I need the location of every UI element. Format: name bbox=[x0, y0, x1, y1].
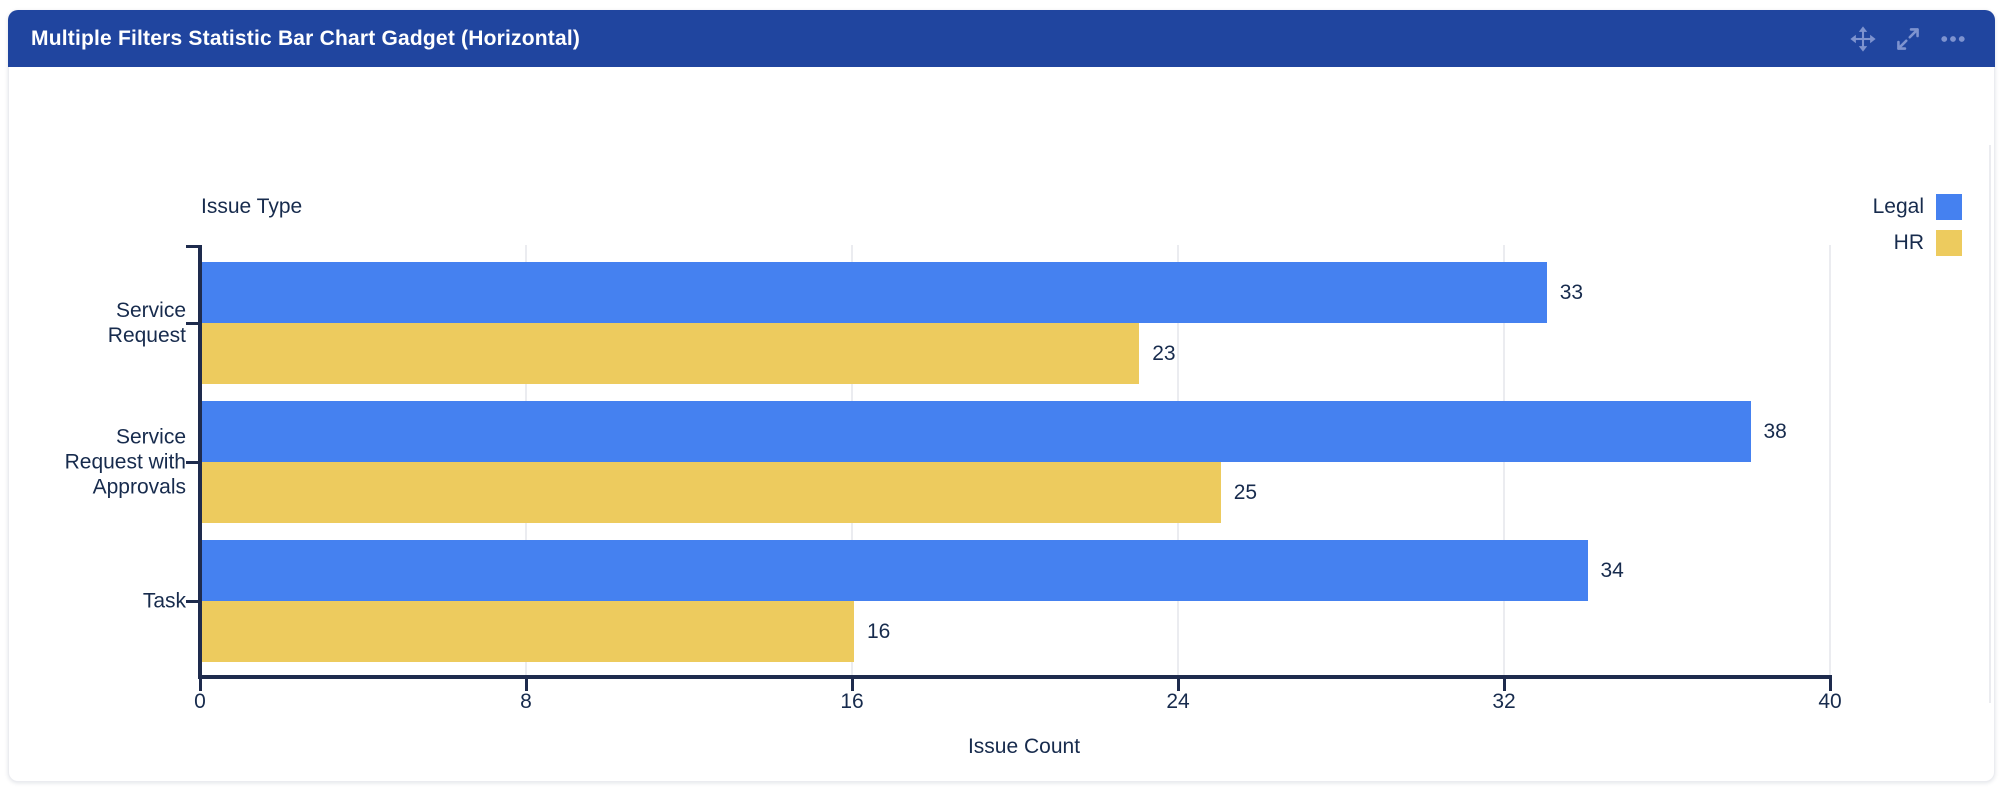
y-category-label: Task bbox=[142, 589, 186, 613]
x-tick-label: 0 bbox=[194, 690, 206, 713]
legend-item-hr[interactable]: HR bbox=[1873, 230, 1962, 256]
y-axis-tick bbox=[186, 321, 198, 325]
gadget-title: Multiple Filters Statistic Bar Chart Gad… bbox=[31, 26, 581, 50]
y-category-label: Service Request bbox=[107, 299, 186, 347]
x-axis-tick bbox=[1828, 679, 1832, 691]
y-axis-tick bbox=[186, 245, 198, 248]
y-category-label: Service Request with Approvals bbox=[64, 425, 186, 499]
x-tick-label: 24 bbox=[1166, 690, 1190, 713]
move-icon[interactable] bbox=[1849, 25, 1877, 53]
gadget-toolbar bbox=[1849, 25, 1995, 53]
x-axis-tick bbox=[524, 679, 528, 691]
y-axis-tick bbox=[186, 599, 198, 603]
y-axis-line bbox=[198, 245, 202, 679]
bar-value-label: 33 bbox=[1559, 280, 1584, 304]
bar-legal-2[interactable] bbox=[202, 401, 1751, 462]
x-axis-tick bbox=[850, 679, 854, 691]
y-axis-tick bbox=[186, 460, 198, 464]
y-axis-title: Issue Type bbox=[201, 195, 303, 218]
gadget-header: Multiple Filters Statistic Bar Chart Gad… bbox=[8, 10, 1995, 67]
expand-icon[interactable] bbox=[1894, 25, 1922, 53]
x-tick-label: 32 bbox=[1492, 690, 1516, 713]
bar-hr-2[interactable] bbox=[202, 462, 1221, 523]
bar-hr-1[interactable] bbox=[202, 323, 1140, 384]
bar-hr-3[interactable] bbox=[202, 601, 854, 662]
x-axis-tick bbox=[1502, 679, 1506, 691]
legend-label: HR bbox=[1893, 231, 1924, 254]
chart-legend: Legal HR bbox=[1873, 194, 1962, 256]
x-axis-line bbox=[198, 675, 1832, 679]
bar-value-label: 25 bbox=[1233, 480, 1258, 504]
x-tick-label: 8 bbox=[520, 690, 532, 713]
bar-value-label: 16 bbox=[867, 619, 891, 643]
legend-swatch-hr bbox=[1936, 230, 1962, 256]
x-axis-tick bbox=[198, 679, 202, 691]
x-axis-tick bbox=[1176, 679, 1180, 691]
legend-swatch-legal bbox=[1936, 194, 1962, 220]
bar-value-label: 23 bbox=[1152, 341, 1176, 365]
bar-value-label: 38 bbox=[1763, 419, 1787, 443]
bar-value-label: 34 bbox=[1600, 558, 1624, 582]
plot-right-border bbox=[1989, 145, 1991, 703]
legend-item-legal[interactable]: Legal bbox=[1873, 194, 1962, 220]
x-tick-label: 40 bbox=[1818, 690, 1842, 713]
more-options-icon[interactable] bbox=[1939, 25, 1967, 53]
gridline bbox=[1829, 245, 1831, 675]
bar-legal-3[interactable] bbox=[202, 540, 1588, 601]
x-axis-title: Issue Count bbox=[967, 735, 1081, 758]
x-tick-label: 16 bbox=[840, 690, 864, 713]
bar-legal-1[interactable] bbox=[202, 262, 1547, 323]
legend-label: Legal bbox=[1872, 195, 1924, 218]
